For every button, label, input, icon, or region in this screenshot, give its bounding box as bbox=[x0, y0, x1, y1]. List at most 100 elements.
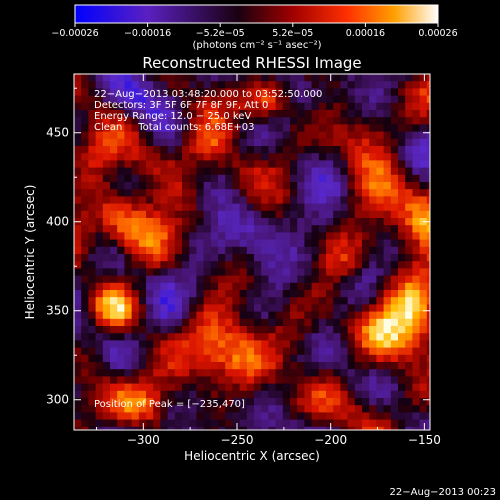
heatmap-cell bbox=[110, 419, 118, 428]
heatmap-cell bbox=[81, 218, 89, 226]
heatmap-cell bbox=[124, 354, 132, 363]
heatmap-cell bbox=[160, 369, 168, 377]
heatmap-cell bbox=[124, 426, 132, 430]
heatmap-cell bbox=[419, 275, 428, 284]
heatmap-cell bbox=[232, 347, 240, 356]
heatmap-cell bbox=[419, 390, 428, 399]
heatmap-cell bbox=[275, 398, 284, 406]
heatmap-cell bbox=[167, 275, 176, 284]
heatmap-cell bbox=[426, 412, 430, 420]
heatmap-cell bbox=[297, 333, 305, 341]
heatmap-cell bbox=[95, 390, 104, 399]
heatmap-cell bbox=[81, 160, 89, 168]
heatmap-cell bbox=[81, 74, 89, 82]
heatmap-cell bbox=[81, 412, 89, 420]
heatmap-cell bbox=[412, 354, 420, 363]
heatmap-cell bbox=[146, 189, 154, 197]
heatmap-cell bbox=[88, 390, 96, 399]
heatmap-cell bbox=[390, 218, 399, 226]
heatmap-cell bbox=[225, 318, 233, 327]
heatmap-cell bbox=[412, 383, 420, 392]
heatmap-cell bbox=[102, 297, 111, 305]
heatmap-cell bbox=[354, 340, 363, 348]
heatmap-cell bbox=[203, 340, 212, 348]
heatmap-cell bbox=[290, 182, 298, 190]
heatmap-cell bbox=[369, 210, 377, 219]
heatmap-cell bbox=[326, 275, 334, 284]
heatmap-cell bbox=[117, 268, 125, 276]
heatmap-cell bbox=[138, 117, 147, 125]
heatmap-cell bbox=[326, 347, 334, 356]
heatmap-cell bbox=[290, 412, 298, 420]
heatmap-cell bbox=[426, 153, 430, 161]
heatmap-cell bbox=[261, 318, 269, 327]
heatmap-cell bbox=[354, 182, 363, 190]
heatmap-cell bbox=[117, 167, 125, 176]
heatmap-cell bbox=[275, 196, 284, 204]
heatmap-cell bbox=[419, 160, 428, 168]
heatmap-cell bbox=[124, 254, 132, 262]
heatmap-cell bbox=[189, 376, 197, 384]
heatmap-cell bbox=[318, 297, 327, 305]
heatmap-cell bbox=[383, 290, 392, 298]
heatmap-cell bbox=[297, 117, 305, 125]
heatmap-cell bbox=[153, 160, 161, 168]
heatmap-cell bbox=[333, 426, 341, 430]
heatmap-cell bbox=[297, 419, 305, 428]
heatmap-cell bbox=[102, 347, 111, 356]
heatmap-cell bbox=[254, 81, 262, 89]
heatmap-cell bbox=[405, 110, 413, 118]
heatmap-cell bbox=[282, 290, 291, 298]
heatmap-cell bbox=[347, 311, 356, 320]
heatmap-cell bbox=[210, 297, 219, 305]
heatmap-cell bbox=[304, 398, 312, 406]
heatmap-cell bbox=[426, 268, 430, 276]
heatmap-cell bbox=[282, 74, 291, 82]
heatmap-cell bbox=[246, 138, 255, 147]
heatmap-cell bbox=[333, 138, 341, 147]
heatmap-cell bbox=[369, 225, 377, 233]
heatmap-cell bbox=[311, 297, 320, 305]
heatmap-cell bbox=[153, 203, 161, 212]
heatmap-cell bbox=[182, 354, 190, 363]
heatmap-cell bbox=[254, 146, 262, 154]
heatmap-cell bbox=[304, 210, 312, 219]
heatmap-cell bbox=[203, 419, 212, 428]
heatmap-cell bbox=[412, 160, 420, 168]
heatmap-cell bbox=[117, 74, 125, 82]
heatmap-cell bbox=[196, 390, 204, 399]
heatmap-cell bbox=[390, 261, 399, 269]
heatmap-cell bbox=[95, 167, 104, 176]
heatmap-cell bbox=[282, 138, 291, 147]
heatmap-cell bbox=[174, 174, 183, 183]
heatmap-cell bbox=[189, 333, 197, 341]
heatmap-cell bbox=[153, 232, 161, 240]
heatmap-cell bbox=[268, 261, 276, 269]
heatmap-cell bbox=[347, 419, 356, 428]
heatmap-cell bbox=[261, 189, 269, 197]
heatmap-cell bbox=[311, 333, 320, 341]
heatmap-cell bbox=[81, 153, 89, 161]
heatmap-cell bbox=[225, 102, 233, 111]
heatmap-cell bbox=[376, 95, 384, 104]
heatmap-cell bbox=[254, 340, 262, 348]
heatmap-cell bbox=[405, 81, 413, 89]
heatmap-cell bbox=[81, 88, 89, 96]
heatmap-cell bbox=[153, 110, 161, 118]
heatmap-cell bbox=[282, 246, 291, 255]
heatmap-cell bbox=[304, 290, 312, 298]
heatmap-cell bbox=[102, 390, 111, 399]
heatmap-cell bbox=[362, 189, 370, 197]
heatmap-cell bbox=[419, 405, 428, 413]
heatmap-cell bbox=[239, 167, 248, 176]
heatmap-cell bbox=[282, 203, 291, 212]
heatmap-cell bbox=[268, 239, 276, 248]
heatmap-cell bbox=[95, 189, 104, 197]
heatmap-cell bbox=[333, 153, 341, 161]
heatmap-cell bbox=[218, 218, 226, 226]
heatmap-cell bbox=[390, 254, 399, 262]
heatmap-cell bbox=[95, 88, 104, 96]
heatmap-cell bbox=[196, 318, 204, 327]
heatmap-cell bbox=[138, 282, 147, 291]
heatmap-cell bbox=[254, 419, 262, 428]
